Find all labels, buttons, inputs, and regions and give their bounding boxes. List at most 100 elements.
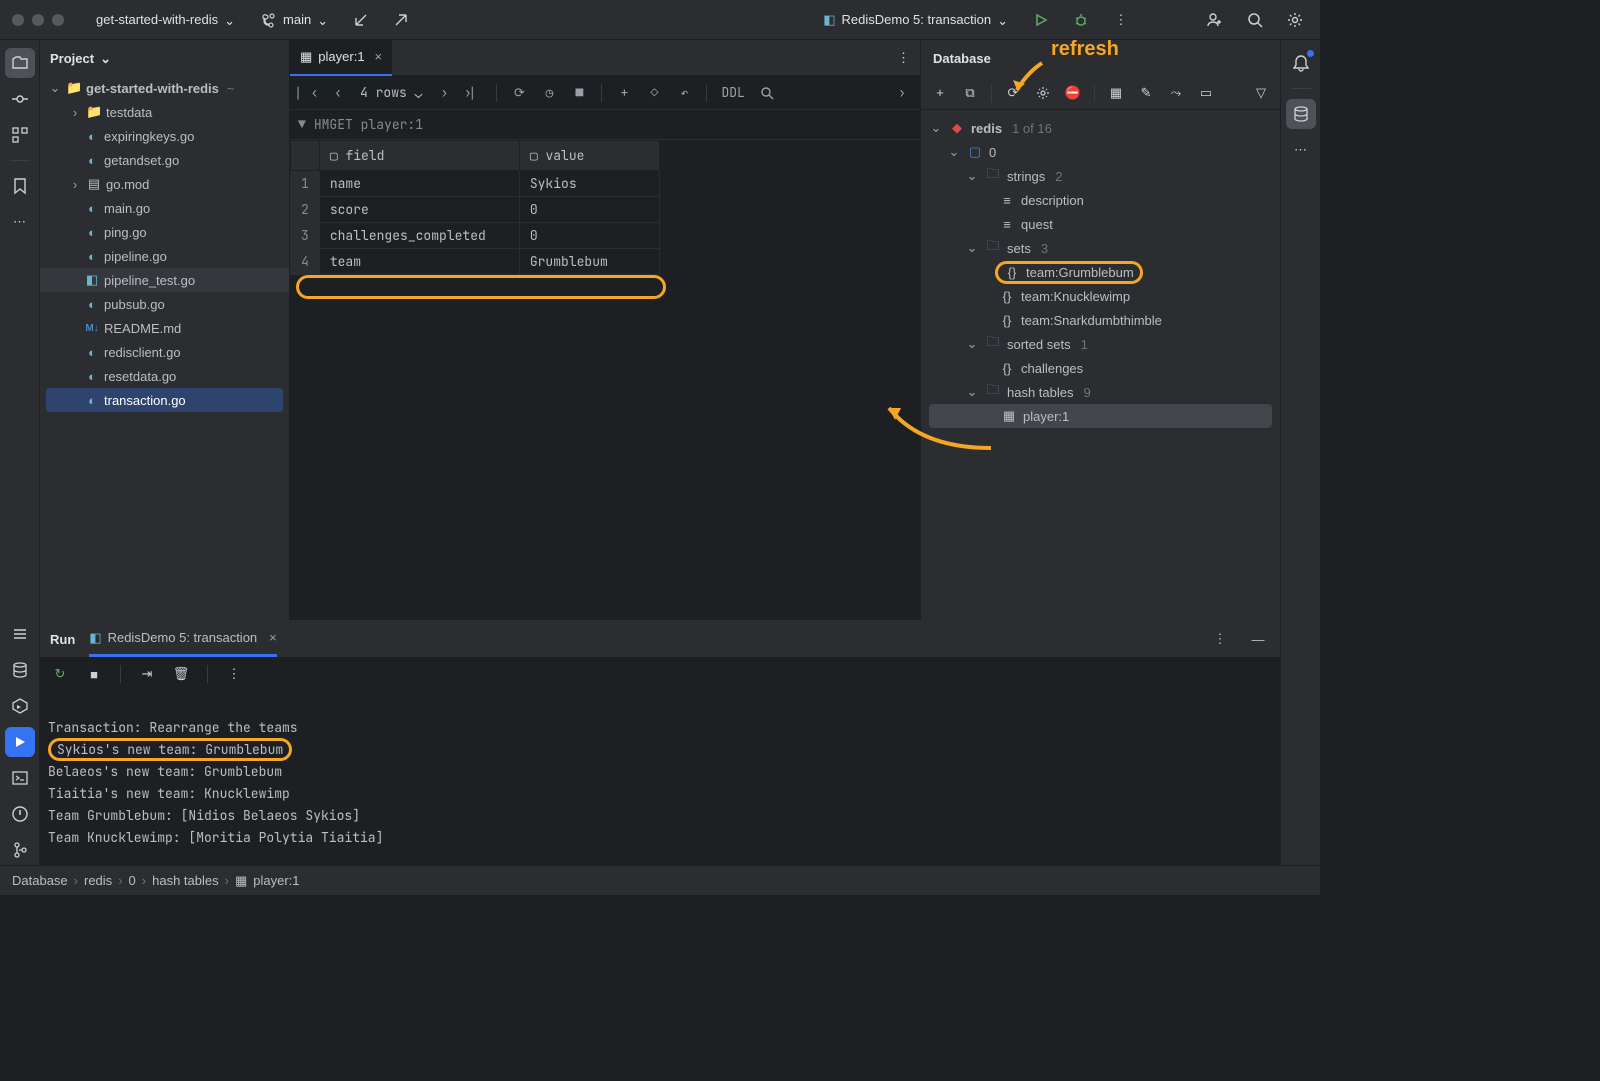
incoming-icon[interactable] [348,7,374,33]
notifications-tool-icon[interactable] [1286,48,1316,78]
tree-file[interactable]: ◐expiringkeys.go [40,124,289,148]
tab-more-icon[interactable]: ⋮ [887,50,920,66]
run-icon[interactable] [1028,7,1054,33]
table-row-highlighted[interactable]: 4teamGrumblebum [291,249,660,275]
project-panel-header[interactable]: Project ⌄ [40,40,289,76]
table-row[interactable]: 1nameSykios [291,171,660,197]
soft-wrap-icon[interactable]: ⇥ [135,662,159,686]
history-icon[interactable]: ◷ [537,81,561,105]
tree-file-selected[interactable]: ◐transaction.go [46,388,283,412]
services-tool-icon[interactable] [5,691,35,721]
window-controls[interactable] [12,14,64,26]
prev-page-icon[interactable]: ‹ [326,81,350,105]
settings-icon[interactable] [1282,7,1308,33]
more-icon[interactable]: ⋮ [1108,7,1134,33]
db-key-selected[interactable]: ▦player:1 [929,404,1272,428]
tree-file[interactable]: ◐main.go [40,196,289,220]
terminal-tool-icon[interactable] [5,763,35,793]
close-icon[interactable]: × [269,630,277,645]
ddl-label[interactable]: DDL [717,81,748,105]
revert-icon[interactable]: ↶ [672,81,696,105]
db-key[interactable]: ≡quest [921,212,1280,236]
refresh-icon[interactable]: ⟳ [1000,81,1026,105]
db-key[interactable]: {}challenges [921,356,1280,380]
vcs-branch[interactable]: main ⌄ [255,8,334,32]
close-icon[interactable]: × [375,49,383,64]
editor-tab[interactable]: ▦ player:1 × [290,40,392,76]
stop-icon[interactable]: ■ [567,81,591,105]
data-grid[interactable]: ▢ field ▢ value 1nameSykios 2score0 3cha… [290,140,660,275]
more-icon[interactable]: ⋮ [222,662,246,686]
todo-tool-icon[interactable] [5,619,35,649]
tree-file[interactable]: M↓README.md [40,316,289,340]
edit-icon[interactable]: ✎ [1133,81,1159,105]
tree-file[interactable]: ◐ping.go [40,220,289,244]
code-with-me-icon[interactable] [1202,7,1228,33]
breadcrumb-item[interactable]: 0 [129,873,136,888]
rerun-icon[interactable]: ↻ [48,662,72,686]
tree-root[interactable]: ⌄📁get-started-with-redis~ [40,76,289,100]
db-folder[interactable]: ⌄🗀strings2 [921,164,1280,188]
add-row-icon[interactable]: + [612,81,636,105]
expand-icon[interactable]: › [890,81,914,105]
tree-file[interactable]: ◐resetdata.go [40,364,289,388]
run-tab[interactable]: ◧ RedisDemo 5: transaction × [89,621,276,657]
reload-icon[interactable]: ⟳ [507,81,531,105]
project-tool-icon[interactable] [5,48,35,78]
run-config-selector[interactable]: ◧ RedisDemo 5: transaction ⌄ [817,8,1014,32]
more-tools-icon[interactable]: ⋯ [5,207,35,237]
breadcrumb-item[interactable]: redis [84,873,112,888]
minimize-icon[interactable]: — [1246,627,1270,651]
breadcrumb-item[interactable]: player:1 [253,873,299,888]
problems-tool-icon[interactable] [5,799,35,829]
project-tree[interactable]: ⌄📁get-started-with-redis~ ›📁testdata ◐ex… [40,76,289,620]
db-key-highlighted[interactable]: {}team:Grumblebum [921,260,1280,284]
disconnect-icon[interactable]: ⛔ [1060,81,1086,105]
db-folder[interactable]: ⌄🗀sets3 [921,236,1280,260]
bookmarks-tool-icon[interactable] [5,171,35,201]
db-folder[interactable]: ⌄🗀hash tables9 [921,380,1280,404]
vcs-tool-icon[interactable] [5,835,35,865]
tree-file[interactable]: ◐redisclient.go [40,340,289,364]
tree-file[interactable]: ◧pipeline_test.go [40,268,289,292]
commit-tool-icon[interactable] [5,84,35,114]
jump-icon[interactable]: ⤳ [1163,81,1189,105]
table-row[interactable]: 3challenges_completed0 [291,223,660,249]
tree-folder[interactable]: ›▤go.mod [40,172,289,196]
db-key[interactable]: ≡description [921,188,1280,212]
next-page-icon[interactable]: › [432,81,456,105]
stop-icon[interactable]: ■ [82,662,106,686]
project-selector[interactable]: get-started-with-redis ⌄ [90,8,241,32]
database-tree[interactable]: ⌄◆redis1 of 16 ⌄▢0 ⌄🗀strings2 ≡descripti… [921,110,1280,620]
remove-row-icon[interactable]: ◇ [642,81,666,105]
filter-row[interactable]: ▼ HMGET player:1 [290,110,920,140]
breadcrumb-item[interactable]: hash tables [152,873,219,888]
console-icon[interactable]: ▭ [1193,81,1219,105]
duplicate-icon[interactable]: ⧉ [957,81,983,105]
table-view-icon[interactable]: ▦ [1103,81,1129,105]
clear-icon[interactable]: 🗑 [169,662,193,686]
tree-file[interactable]: ◐getandset.go [40,148,289,172]
db-key[interactable]: {}team:Snarkdumbthimble [921,308,1280,332]
db-key[interactable]: {}team:Knucklewimp [921,284,1280,308]
more-icon[interactable]: ⋮ [1208,627,1232,651]
breadcrumb-item[interactable]: Database [12,873,68,888]
add-datasource-icon[interactable]: + [927,81,953,105]
db-folder[interactable]: ⌄🗀sorted sets1 [921,332,1280,356]
db-schema[interactable]: ⌄▢0 [921,140,1280,164]
last-page-icon[interactable]: ›⎸ [462,81,486,105]
outgoing-icon[interactable] [388,7,414,33]
more-tools-icon[interactable]: ⋯ [1286,135,1316,165]
console-output[interactable]: Transaction: Rearrange the teams Sykios'… [40,691,1280,865]
debug-icon[interactable] [1068,7,1094,33]
first-page-icon[interactable]: ⎸‹ [296,81,320,105]
structure-tool-icon[interactable] [5,120,35,150]
table-row[interactable]: 2score0 [291,197,660,223]
filter-icon[interactable]: ▽ [1248,81,1274,105]
database-tool-icon[interactable] [5,655,35,685]
database-tool-icon[interactable] [1286,99,1316,129]
datasource-properties-icon[interactable] [1030,81,1056,105]
tree-file[interactable]: ◐pubsub.go [40,292,289,316]
run-tool-icon[interactable] [5,727,35,757]
search-icon[interactable] [1242,7,1268,33]
